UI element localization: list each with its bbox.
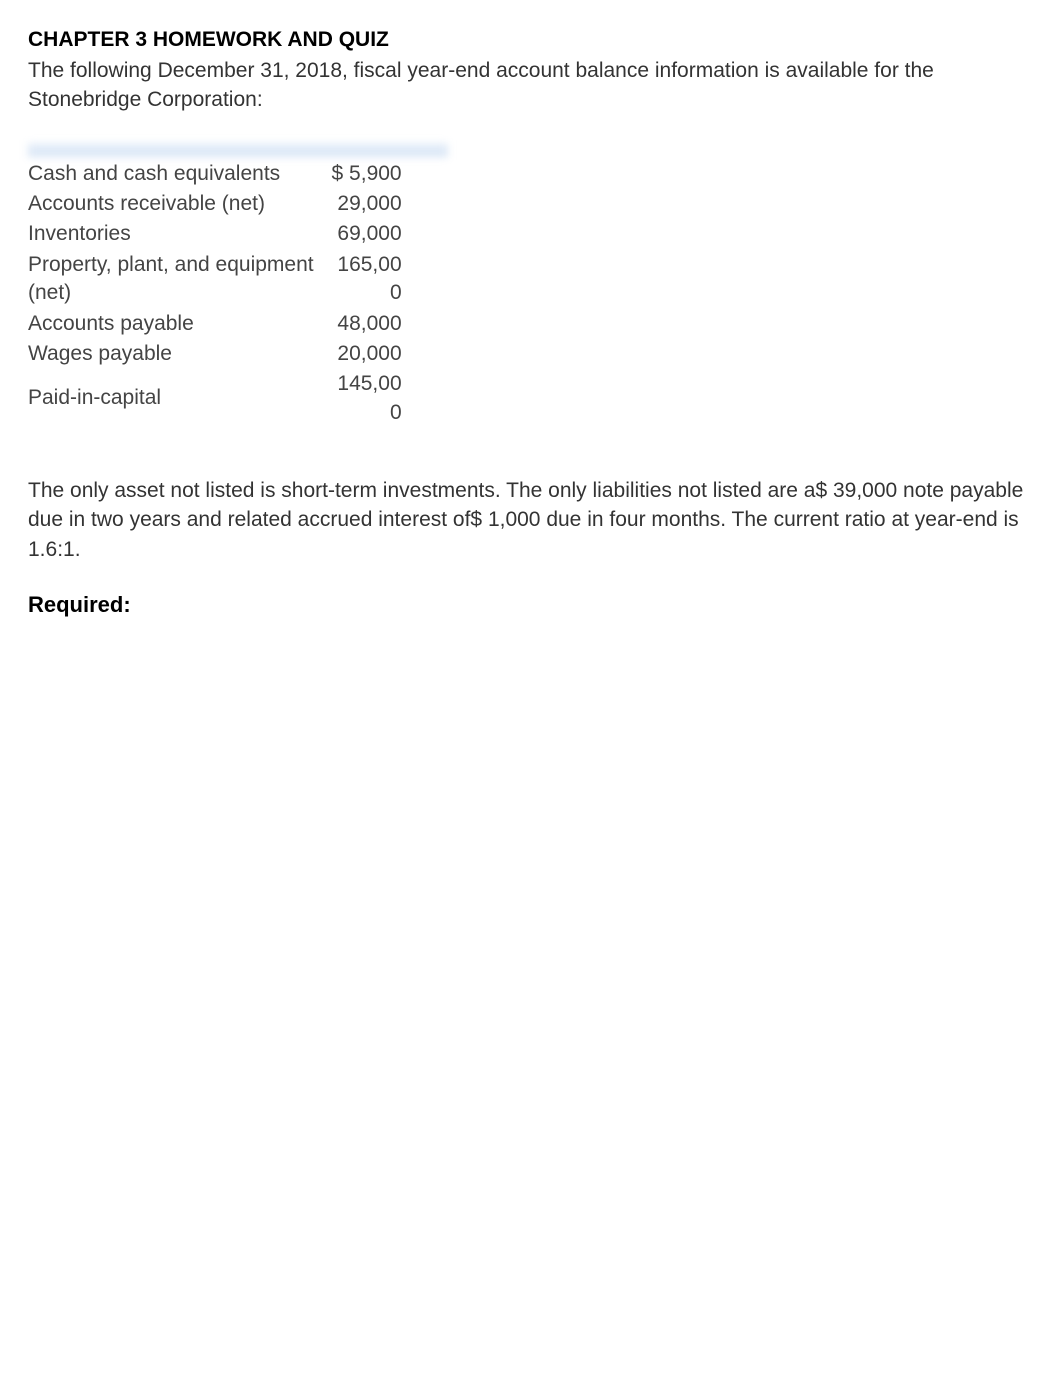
- redacted-header-bar: [28, 143, 448, 157]
- intro-paragraph: The following December 31, 2018, fiscal …: [28, 56, 1034, 115]
- account-label-line1: Property, plant, and equipment: [28, 253, 314, 276]
- body-paragraph: The only asset not listed is short-term …: [28, 476, 1034, 564]
- account-value: 20,000: [322, 339, 402, 369]
- account-balance-table: Cash and cash equivalents $ 5,900 Accoun…: [28, 159, 402, 428]
- account-label: Accounts payable: [28, 309, 322, 339]
- account-value-line2: 0: [390, 281, 402, 304]
- table-row: Inventories 69,000: [28, 219, 402, 249]
- account-label: Wages payable: [28, 339, 322, 369]
- account-value-line1: 145,00: [337, 372, 401, 395]
- account-label: Cash and cash equivalents: [28, 159, 322, 189]
- account-value: 29,000: [322, 189, 402, 219]
- account-value: $ 5,900: [322, 159, 402, 189]
- account-label: Inventories: [28, 219, 322, 249]
- account-value: 165,00 0: [322, 250, 402, 309]
- account-value: 69,000: [322, 219, 402, 249]
- account-label: Paid-in-capital: [28, 369, 322, 428]
- table-row: Accounts payable 48,000: [28, 309, 402, 339]
- account-value-line2: 0: [390, 401, 402, 424]
- account-value: 145,00 0: [322, 369, 402, 428]
- required-heading: Required:: [28, 592, 1034, 618]
- table-row: Property, plant, and equipment (net) 165…: [28, 250, 402, 309]
- account-label-line2: (net): [28, 281, 71, 304]
- table-row: Cash and cash equivalents $ 5,900: [28, 159, 402, 189]
- table-row: Paid-in-capital 145,00 0: [28, 369, 402, 428]
- account-label: Accounts receivable (net): [28, 189, 322, 219]
- table-row: Wages payable 20,000: [28, 339, 402, 369]
- page-title: CHAPTER 3 HOMEWORK AND QUIZ: [28, 28, 1034, 52]
- account-value-line1: 165,00: [337, 253, 401, 276]
- table-row: Accounts receivable (net) 29,000: [28, 189, 402, 219]
- account-value: 48,000: [322, 309, 402, 339]
- account-label: Property, plant, and equipment (net): [28, 250, 322, 309]
